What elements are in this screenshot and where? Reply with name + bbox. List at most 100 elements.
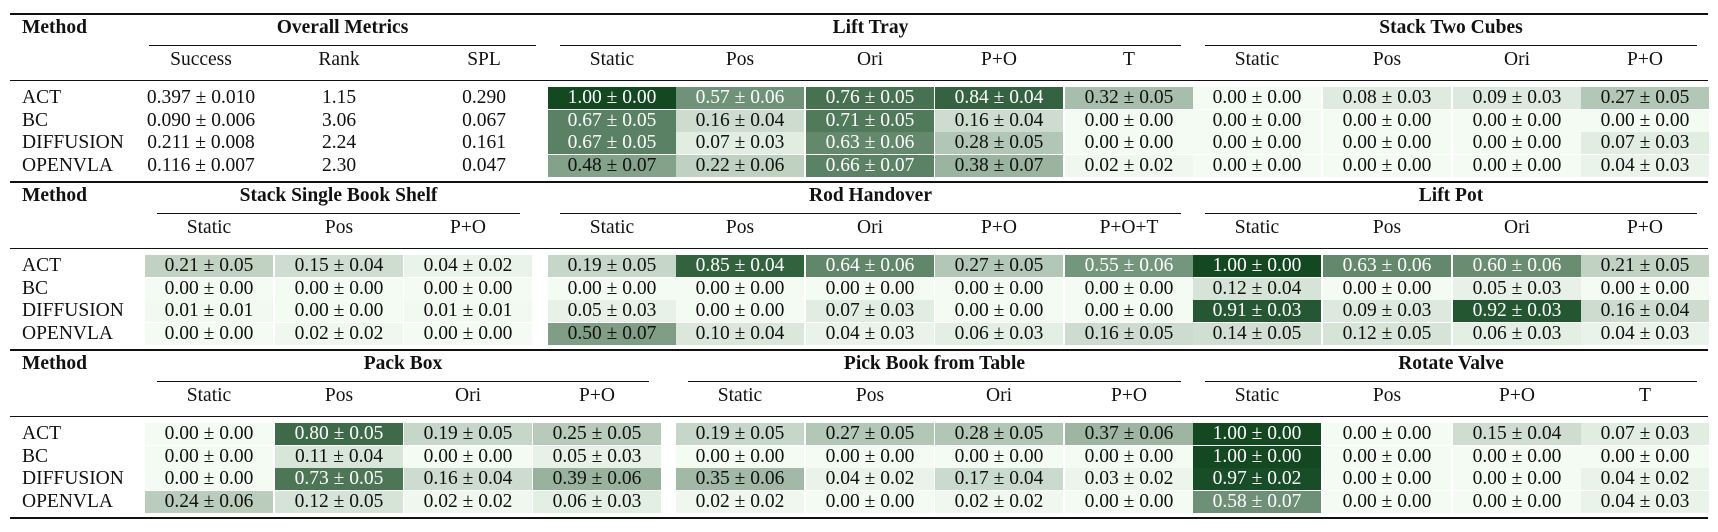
table-cell: 3.06 <box>321 109 357 131</box>
table-cell: 0.15 ± 0.04 <box>1453 423 1581 445</box>
table-cell: 0.32 ± 0.05 <box>1065 87 1193 109</box>
column-header: Pos <box>725 217 755 238</box>
table-cell: 0.15 ± 0.04 <box>275 255 403 277</box>
group-underline <box>1205 381 1697 382</box>
column-header: Static <box>589 49 635 70</box>
table-cell: 0.00 ± 0.00 <box>935 300 1063 322</box>
table-cell: 0.08 ± 0.03 <box>1323 87 1451 109</box>
header-bottom-rule <box>10 80 1708 82</box>
table-cell: 0.10 ± 0.04 <box>676 322 804 345</box>
table-bottom-rule <box>10 517 1708 519</box>
table-cell: 0.00 ± 0.00 <box>676 277 804 300</box>
group-title: Stack Single Book Shelf <box>239 185 438 206</box>
table-cell: 0.12 ± 0.05 <box>1323 322 1451 345</box>
method-name: BC <box>22 109 49 131</box>
panel-top-rule <box>10 13 1708 15</box>
column-header: Pos <box>1372 217 1402 238</box>
method-name: OPENVLA <box>22 490 113 512</box>
table-cell: 0.19 ± 0.05 <box>548 255 676 277</box>
table-cell: 0.84 ± 0.04 <box>935 87 1063 109</box>
table-cell: 1.00 ± 0.00 <box>548 87 676 109</box>
table-cell: 0.397 ± 0.010 <box>146 87 256 108</box>
table-cell: 0.00 ± 0.00 <box>806 490 934 513</box>
group-underline <box>157 381 649 382</box>
table-cell: 0.01 ± 0.01 <box>404 300 532 322</box>
table-cell: 1.15 <box>321 87 357 108</box>
table-cell: 0.04 ± 0.03 <box>1581 154 1709 177</box>
method-name: DIFFUSION <box>22 132 124 153</box>
column-header: T <box>1123 49 1135 70</box>
table-cell: 0.04 ± 0.03 <box>1581 322 1709 345</box>
table-cell: 0.00 ± 0.00 <box>806 277 934 300</box>
method-name: OPENVLA <box>22 154 113 176</box>
column-header: Ori <box>1504 49 1530 70</box>
table-cell: 0.12 ± 0.05 <box>275 490 403 513</box>
table-cell: 2.30 <box>321 154 357 176</box>
column-header: Ori <box>1504 217 1530 238</box>
column-header: Ori <box>857 49 883 70</box>
column-header: Static <box>589 217 635 238</box>
table-cell: 0.00 ± 0.00 <box>145 468 273 490</box>
method-name: DIFFUSION <box>22 468 124 489</box>
table-cell: 0.85 ± 0.04 <box>676 255 804 277</box>
column-header: P+O <box>1627 217 1663 238</box>
table-cell: 0.00 ± 0.00 <box>676 445 804 468</box>
group-underline <box>560 45 1181 46</box>
table-cell: 0.25 ± 0.05 <box>533 423 661 445</box>
table-cell: 0.00 ± 0.00 <box>404 277 532 300</box>
table-cell: 0.07 ± 0.03 <box>676 132 804 154</box>
table-cell: 0.00 ± 0.00 <box>1323 154 1451 177</box>
group-title: Overall Metrics <box>276 17 409 38</box>
table-cell: 0.290 <box>462 87 506 108</box>
table-cell: 0.161 <box>462 132 506 153</box>
column-header: P+O <box>1111 385 1147 406</box>
table-cell: 0.090 ± 0.006 <box>146 109 256 131</box>
table-cell: 0.211 ± 0.008 <box>147 132 255 153</box>
table-cell: 0.00 ± 0.00 <box>1323 445 1451 468</box>
column-header: Rank <box>318 49 360 70</box>
column-header: Static <box>1234 217 1280 238</box>
group-underline <box>1205 45 1697 46</box>
table-cell: 0.28 ± 0.05 <box>935 423 1063 445</box>
table-cell: 0.00 ± 0.00 <box>1323 109 1451 132</box>
table-cell: 0.047 <box>462 154 506 176</box>
group-underline <box>157 213 520 214</box>
group-underline <box>688 381 1181 382</box>
method-name: BC <box>22 277 49 299</box>
table-cell: 0.22 ± 0.06 <box>676 154 804 177</box>
table-cell: 0.00 ± 0.00 <box>275 300 403 322</box>
table-cell: 0.16 ± 0.04 <box>676 109 804 132</box>
column-header: Static <box>717 385 763 406</box>
table-cell: 0.50 ± 0.07 <box>548 322 676 345</box>
table-cell: 0.35 ± 0.06 <box>676 468 804 490</box>
table-cell: 0.00 ± 0.00 <box>1193 154 1321 177</box>
table-cell: 0.07 ± 0.03 <box>1581 132 1709 154</box>
table-cell: 0.00 ± 0.00 <box>1323 132 1451 154</box>
method-name: DIFFUSION <box>22 300 124 321</box>
table-cell: 0.12 ± 0.04 <box>1193 277 1321 300</box>
table-cell: 0.00 ± 0.00 <box>145 322 273 345</box>
table-cell: 0.28 ± 0.05 <box>935 132 1063 154</box>
table-cell: 0.21 ± 0.05 <box>1581 255 1709 277</box>
table-cell: 0.00 ± 0.00 <box>1065 490 1193 513</box>
table-cell: 0.11 ± 0.04 <box>275 445 403 468</box>
table-cell: 0.16 ± 0.04 <box>1581 300 1709 322</box>
table-cell: 0.09 ± 0.03 <box>1323 300 1451 322</box>
method-header: Method <box>22 353 87 374</box>
table-cell: 0.00 ± 0.00 <box>404 322 532 345</box>
table-cell: 0.02 ± 0.02 <box>404 490 532 513</box>
method-name: OPENVLA <box>22 322 113 344</box>
panel-top-rule <box>10 349 1708 351</box>
table-cell: 0.27 ± 0.05 <box>1581 87 1709 109</box>
table-cell: 0.04 ± 0.02 <box>404 255 532 277</box>
table-cell: 0.00 ± 0.00 <box>1065 109 1193 132</box>
table-cell: 0.00 ± 0.00 <box>1193 109 1321 132</box>
table-cell: 0.60 ± 0.06 <box>1453 255 1581 277</box>
table-cell: 0.00 ± 0.00 <box>1323 277 1451 300</box>
column-header: P+O <box>981 49 1017 70</box>
column-header: Ori <box>857 217 883 238</box>
table-cell: 0.00 ± 0.00 <box>1581 445 1709 468</box>
group-title: Pack Box <box>363 353 443 374</box>
column-header: T <box>1639 385 1651 406</box>
table-cell: 0.00 ± 0.00 <box>404 445 532 468</box>
